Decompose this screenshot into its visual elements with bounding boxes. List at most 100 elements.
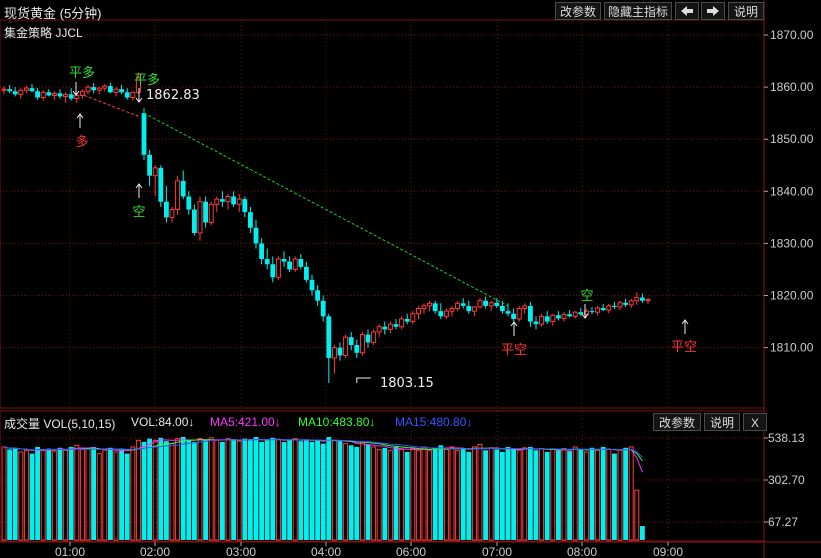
candle-body-down bbox=[46, 92, 52, 96]
candle-body-up bbox=[113, 88, 119, 93]
candle-body-up bbox=[387, 323, 393, 330]
candle-body-down bbox=[500, 305, 505, 312]
candle-body-down bbox=[180, 180, 186, 197]
volume-bar-up bbox=[572, 446, 578, 541]
volume-bar-down bbox=[567, 451, 572, 540]
volume-bar-down bbox=[281, 441, 287, 540]
scroll-right-button[interactable] bbox=[701, 2, 725, 20]
volume-bar-up bbox=[583, 451, 589, 541]
ma15-line bbox=[3, 438, 643, 458]
volume-bar-down bbox=[192, 441, 197, 540]
volume-bar-up bbox=[421, 446, 427, 541]
candle-body-up bbox=[225, 196, 231, 203]
hide-main-indicator-button[interactable]: 隐藏主指标 bbox=[604, 2, 672, 20]
volume-bar-up bbox=[208, 437, 214, 541]
volume-bar-up bbox=[387, 449, 393, 541]
volume-bar-up bbox=[1, 446, 7, 541]
candle-body-down bbox=[147, 154, 152, 176]
volume-bar-up bbox=[455, 449, 461, 541]
candle-body-down bbox=[438, 311, 444, 317]
volume-bar-down bbox=[404, 451, 410, 540]
volume-bar-up bbox=[628, 446, 634, 541]
price-tick-label: 1850.00 bbox=[770, 132, 814, 146]
change-params-button[interactable]: 改参数 bbox=[555, 2, 601, 20]
volume-ma-lines bbox=[3, 438, 643, 473]
volume-bar-up bbox=[23, 449, 29, 541]
volume-bar-up bbox=[539, 448, 545, 541]
volume-change-params-button[interactable]: 改参数 bbox=[653, 413, 701, 431]
volume-bar-down bbox=[494, 449, 500, 540]
volume-bar-up bbox=[130, 446, 136, 541]
volume-bar-down bbox=[309, 441, 315, 540]
volume-tick-label: 538.13 bbox=[768, 431, 805, 445]
candle-body-up bbox=[1, 88, 7, 91]
volume-bar-down bbox=[180, 436, 186, 540]
candle-body-up bbox=[135, 77, 141, 93]
candle-body-down bbox=[505, 311, 511, 314]
candle-body-up bbox=[236, 198, 242, 205]
time-tick-label: 07:00 bbox=[482, 545, 512, 558]
candle-body-down bbox=[203, 201, 208, 223]
candle-body-down bbox=[511, 313, 516, 319]
time-tick-label: 06:00 bbox=[396, 545, 426, 558]
candle-body-down bbox=[29, 88, 35, 92]
volume-bar-down bbox=[393, 446, 399, 540]
candle-body-down bbox=[466, 305, 472, 312]
candle-body-down bbox=[320, 300, 326, 317]
candle-body-up bbox=[583, 310, 589, 315]
volume-bar-down bbox=[533, 450, 539, 540]
volume-bar-down bbox=[7, 449, 12, 540]
candle-body-up bbox=[550, 314, 556, 323]
signal-arrow-head bbox=[76, 113, 84, 119]
candle-body-down bbox=[612, 305, 617, 307]
candle-body-down bbox=[259, 243, 264, 260]
candle-body-up bbox=[645, 299, 651, 302]
volume-help-button[interactable]: 说明 bbox=[704, 413, 740, 431]
volume-bar-down bbox=[91, 446, 96, 540]
candle-body-up bbox=[606, 305, 612, 311]
candle-body-up bbox=[415, 308, 421, 315]
candle-body-down bbox=[640, 297, 645, 301]
volume-bar-down bbox=[158, 437, 164, 540]
volume-bar-down bbox=[500, 451, 505, 540]
volume-bar-down bbox=[640, 526, 645, 540]
volume-bar-down bbox=[253, 436, 259, 540]
candle-body-up bbox=[214, 198, 220, 205]
candle-body-up bbox=[522, 305, 528, 310]
volume-bar-up bbox=[85, 448, 91, 541]
scroll-left-button[interactable] bbox=[675, 2, 699, 20]
candle-body-down bbox=[220, 199, 225, 202]
volume-bar-down bbox=[119, 449, 124, 540]
signal-label: 空 bbox=[132, 205, 145, 220]
volume-bar-down bbox=[354, 446, 360, 540]
volume-bar-down bbox=[382, 447, 388, 540]
candle-body-down bbox=[242, 199, 248, 213]
volume-bar-up bbox=[51, 450, 57, 541]
ma10-value: MA10:483.80↓ bbox=[298, 415, 376, 429]
signal-arrow-head bbox=[581, 313, 589, 319]
candle-body-down bbox=[326, 316, 332, 359]
price-tick-label: 1840.00 bbox=[770, 184, 814, 198]
volume-bar-down bbox=[57, 447, 63, 540]
candle-body-down bbox=[567, 314, 572, 317]
candle-body-up bbox=[85, 86, 91, 92]
candle-body-up bbox=[74, 94, 80, 100]
candle-body-down bbox=[382, 326, 388, 330]
volume-bar-up bbox=[63, 449, 69, 541]
left-arrow-icon bbox=[681, 6, 693, 16]
volume-bar-up bbox=[343, 443, 349, 541]
volume-close-button[interactable]: X bbox=[743, 413, 767, 431]
candle-body-up bbox=[628, 300, 634, 306]
volume-bar-down bbox=[315, 440, 320, 540]
volume-bar-up bbox=[449, 446, 455, 541]
volume-bar-up bbox=[214, 439, 220, 541]
candle-body-up bbox=[399, 318, 405, 328]
help-button[interactable]: 说明 bbox=[728, 2, 764, 20]
volume-bar-up bbox=[175, 438, 181, 541]
trend-line-green bbox=[143, 112, 509, 307]
candle-body-down bbox=[68, 94, 74, 99]
volume-bar-up bbox=[331, 439, 337, 541]
volume-bar-down bbox=[248, 440, 253, 540]
